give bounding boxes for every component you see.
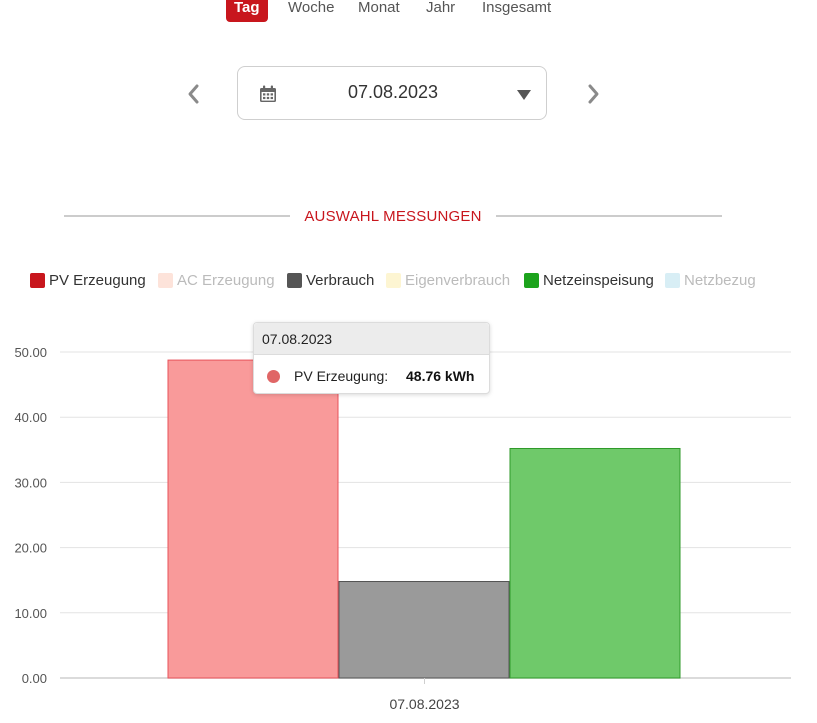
tab-insgesamt[interactable]: Insgesamt xyxy=(482,0,552,16)
tooltip-title: 07.08.2023 xyxy=(254,323,489,355)
y-tick-label: 30.00 xyxy=(14,475,47,490)
tooltip-value: 48.76 kWh xyxy=(406,368,475,384)
legend-swatch xyxy=(386,273,401,288)
legend-label: Verbrauch xyxy=(306,272,375,289)
date-value: 07.08.2023 xyxy=(347,82,439,102)
bar-netzeinspeisung xyxy=(509,447,681,679)
x-tick-label: 07.08.2023 xyxy=(389,696,459,712)
tab-tag[interactable]: Tag xyxy=(226,0,268,22)
bar-verbrauch xyxy=(338,581,510,679)
calendar-icon xyxy=(260,85,276,102)
date-picker[interactable]: 07.08.2023 xyxy=(237,66,547,120)
legend-swatch xyxy=(158,273,173,288)
tab-monat[interactable]: Monat xyxy=(358,0,400,16)
legend-label: Netzbezug xyxy=(684,272,756,289)
caret-down-icon xyxy=(517,90,531,100)
legend-label: PV Erzeugung xyxy=(49,272,146,289)
divider-left xyxy=(64,215,290,217)
chart-canvas: 0.00 10.00 20.00 30.00 40.00 50.00 07.08.2023 xyxy=(14,345,791,712)
tab-woche[interactable]: Woche xyxy=(288,0,335,16)
y-tick-label: 10.00 xyxy=(14,606,47,621)
legend-label: Eigenverbrauch xyxy=(405,272,511,289)
legend-swatch xyxy=(30,273,45,288)
legend-label: Netzeinspeisung xyxy=(543,272,654,289)
y-tick-label: 50.00 xyxy=(14,345,47,360)
next-date-button[interactable] xyxy=(581,80,605,108)
period-tabs: Tag Woche Monat Jahr Insgesamt xyxy=(0,0,817,22)
energy-bar-chart: 0.00 10.00 20.00 30.00 40.00 50.00 07.08.2023 xyxy=(0,300,817,723)
tab-jahr[interactable]: Jahr xyxy=(426,0,456,16)
y-tick-label: 20.00 xyxy=(14,541,47,556)
y-tick-label: 0.00 xyxy=(22,671,47,686)
chart-tooltip: 07.08.2023 PV Erzeugung: 48.76 kWh xyxy=(253,322,490,394)
legend-swatch xyxy=(524,273,539,288)
chevron-left-icon xyxy=(188,84,199,104)
legend-swatch xyxy=(287,273,302,288)
previous-date-button[interactable] xyxy=(182,80,206,108)
legend-label: AC Erzeugung xyxy=(177,272,275,289)
tooltip-label: PV Erzeugung: xyxy=(294,368,389,384)
chevron-right-icon xyxy=(588,84,599,104)
divider-right xyxy=(496,215,722,217)
legend-swatch xyxy=(665,273,680,288)
y-tick-label: 40.00 xyxy=(14,410,47,425)
bar-pv-erzeugung xyxy=(167,359,339,679)
tooltip-series-dot xyxy=(267,370,280,383)
section-title: AUSWAHL MESSUNGEN xyxy=(304,208,482,225)
